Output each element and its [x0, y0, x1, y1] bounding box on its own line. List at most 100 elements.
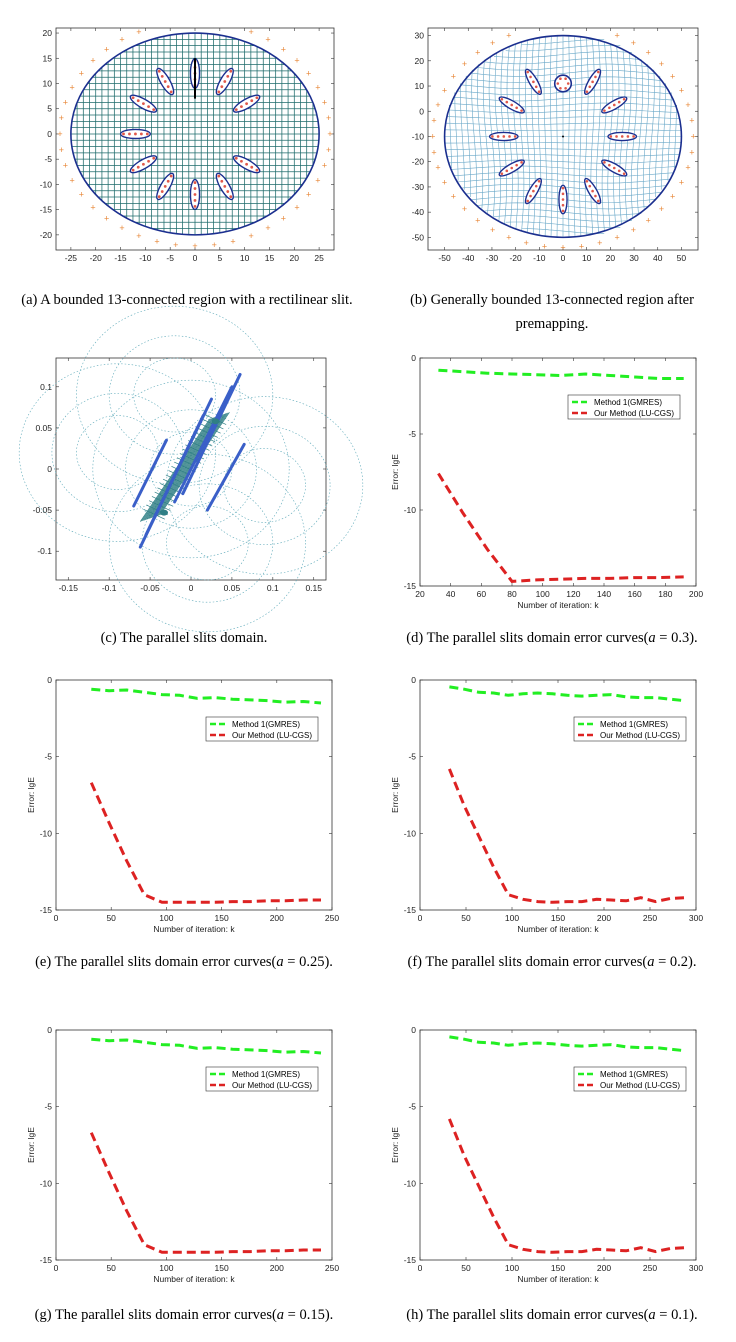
- x-tick-label: 300: [689, 1263, 703, 1273]
- x-tick-label: 50: [461, 913, 471, 923]
- hole-point: [537, 90, 541, 94]
- hole-point: [588, 85, 592, 89]
- cross-marker: +: [670, 71, 675, 81]
- cross-marker: +: [315, 175, 320, 185]
- hole-point: [561, 192, 565, 196]
- hole-point: [564, 77, 567, 80]
- y-tick-label: 20: [415, 56, 425, 66]
- legend-label: Method 1(GMRES): [600, 1070, 668, 1079]
- cross-marker: +: [679, 85, 684, 95]
- cross-marker: +: [631, 225, 636, 235]
- cross-marker: +: [659, 59, 664, 69]
- y-tick-label: -15: [40, 1255, 53, 1265]
- outer-boundary: [70, 32, 320, 236]
- hole-point: [139, 132, 143, 136]
- x-tick-label: 160: [628, 589, 642, 599]
- hole-point: [534, 85, 538, 89]
- hole-point: [603, 109, 606, 112]
- outer-boundary: [443, 34, 683, 239]
- hole-point: [561, 203, 565, 207]
- cross-marker: +: [451, 191, 456, 201]
- cross-marker: +: [646, 215, 651, 225]
- y-tick-label: 20: [43, 28, 53, 38]
- x-tick-label: 0: [418, 1263, 423, 1273]
- hole-point: [559, 87, 562, 90]
- series-line-gmres: [449, 1035, 686, 1053]
- x-tick-label: -30: [486, 253, 499, 263]
- y-axis-label: Error: lgE: [26, 1127, 36, 1163]
- hole-point: [134, 132, 137, 136]
- y-tick-label: -10: [40, 1178, 53, 1188]
- x-tick-label: 100: [159, 1263, 173, 1273]
- x-tick-label: 15: [265, 253, 275, 263]
- chart-e: 0 50 100 150 200 250 0 -5 -10 -15 Number of iterat…: [26, 675, 339, 934]
- x-tick-label: -0.05: [140, 583, 160, 593]
- y-tick-label: 0: [47, 675, 52, 685]
- hole-point: [510, 103, 514, 107]
- mesh-line: [148, 415, 219, 519]
- x-tick-label: 200: [270, 1263, 284, 1273]
- hole-point: [234, 156, 238, 160]
- y-tick-label: -15: [40, 205, 53, 215]
- caption-e: (e) The parallel slits domain error curv…: [35, 954, 333, 970]
- y-axis-label: Error: lgE: [26, 777, 36, 813]
- x-tick-label: 0: [193, 253, 198, 263]
- mesh-line: [493, 51, 633, 58]
- hole-point: [128, 132, 131, 136]
- x-tick-label: -10: [533, 253, 546, 263]
- cross-marker: +: [248, 27, 253, 37]
- cross-marker: +: [212, 240, 217, 250]
- caption-c: (c) The parallel slits domain.: [100, 630, 268, 646]
- cross-marker: +: [230, 236, 235, 246]
- x-tick-label: 200: [270, 913, 284, 923]
- caption-b: (b) Generally bounded 13-connected regio…: [410, 292, 694, 332]
- x-tick-label: 0.15: [305, 583, 322, 593]
- legend-label: Method 1(GMRES): [600, 720, 668, 729]
- y-tick-label: -10: [40, 179, 53, 189]
- mesh-line: [146, 416, 217, 520]
- cross-marker: +: [63, 97, 68, 107]
- hole-point: [122, 132, 125, 136]
- x-tick-label: 180: [658, 589, 672, 599]
- hole-point: [502, 135, 506, 138]
- cross-marker: +: [294, 56, 299, 66]
- cross-marker: +: [614, 232, 619, 242]
- hole-point: [163, 184, 167, 188]
- hole-point: [608, 106, 611, 110]
- x-tick-label: 80: [507, 589, 517, 599]
- x-tick-label: 0: [189, 583, 194, 593]
- series-line-gmres: [438, 368, 684, 380]
- x-tick-label: 300: [689, 913, 703, 923]
- x-tick-label: -20: [509, 253, 522, 263]
- hole-point: [532, 189, 535, 193]
- hole-point: [596, 199, 600, 203]
- series-line-lucgs: [89, 782, 321, 904]
- hole-point: [250, 165, 254, 169]
- mesh-line: [484, 57, 642, 65]
- hole-point: [529, 75, 532, 79]
- cross-marker: +: [119, 223, 124, 233]
- cross-marker: +: [597, 238, 602, 248]
- y-tick-label: -10: [404, 1178, 417, 1188]
- x-tick-label: 100: [505, 1263, 519, 1273]
- mesh-line: [470, 70, 656, 77]
- x-tick-label: -25: [65, 253, 78, 263]
- hole-point: [234, 108, 238, 112]
- field-curve: [133, 357, 216, 433]
- cross-marker: +: [322, 161, 327, 171]
- cross-marker: +: [315, 82, 320, 92]
- x-tick-label: 250: [643, 913, 657, 923]
- hole-point: [532, 80, 535, 84]
- hole-point: [594, 75, 597, 79]
- hole-point: [193, 205, 197, 208]
- x-tick-label: 100: [536, 589, 550, 599]
- hole-point: [255, 96, 259, 100]
- field-curve: [108, 453, 306, 633]
- mesh-line: [448, 159, 678, 164]
- cross-marker: +: [442, 178, 447, 188]
- mesh-line: [448, 109, 678, 114]
- cross-marker: +: [294, 202, 299, 212]
- field-curve: [166, 505, 249, 581]
- series-line-gmres: [91, 1037, 322, 1055]
- hole-point: [223, 184, 227, 188]
